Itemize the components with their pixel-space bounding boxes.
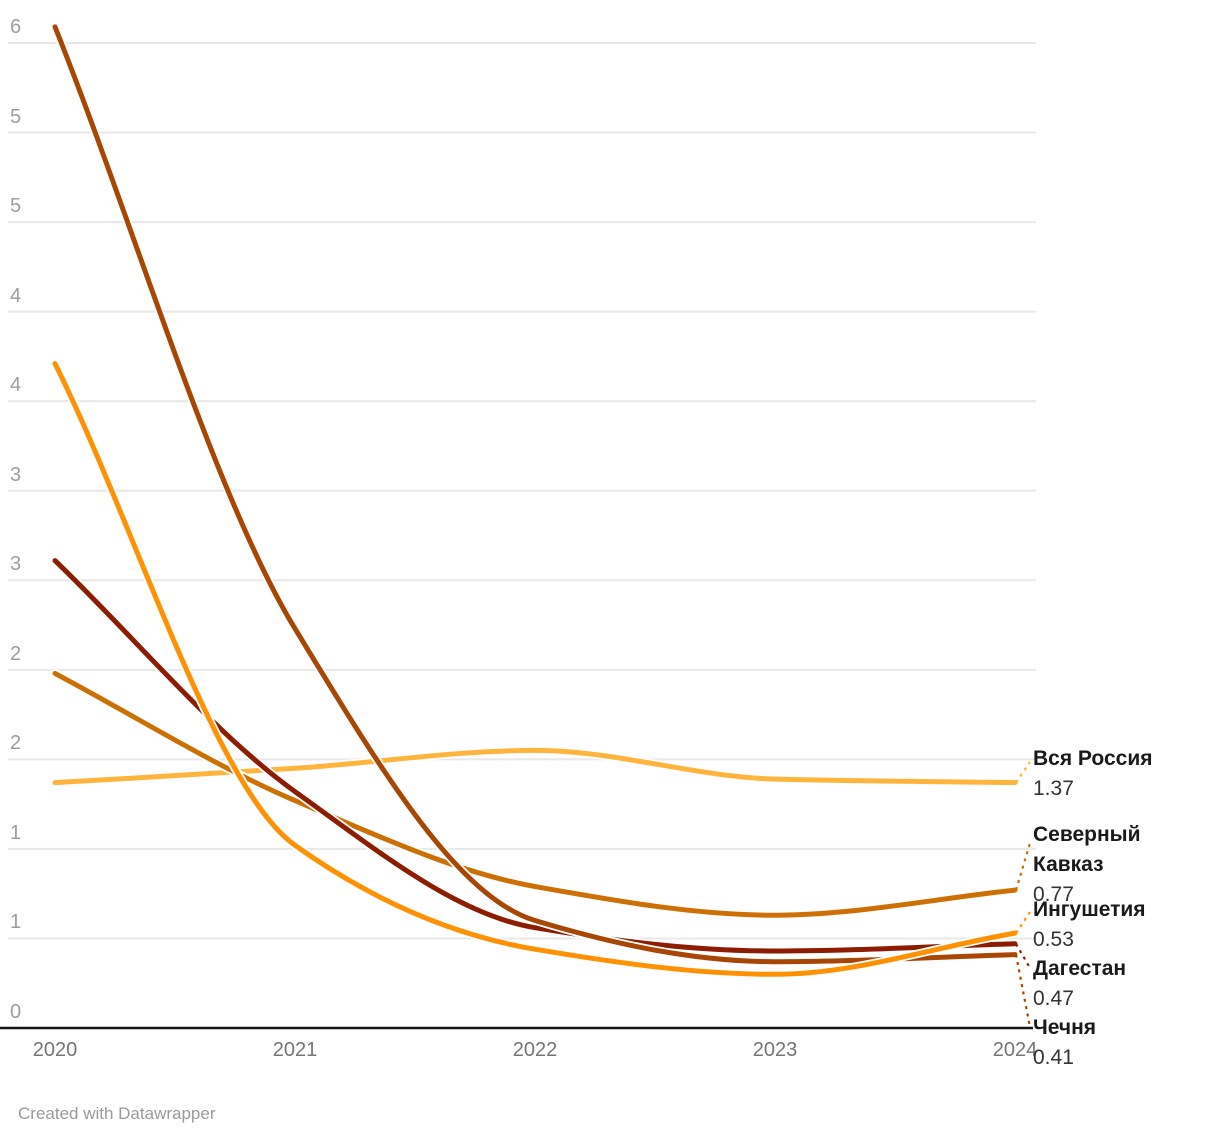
y-tick-label: 1	[10, 910, 26, 935]
label-connector-dagestan	[1015, 943, 1031, 969]
y-tick-label: 5	[10, 194, 26, 219]
series-name-dagestan: Дагестан	[1033, 957, 1127, 980]
y-tick-label: 1	[10, 820, 26, 845]
series-label-north-caucasus: Северный Кавказ 0.77	[1033, 820, 1141, 910]
y-tick-label: 0	[10, 1000, 26, 1024]
y-tick-label: 2	[10, 731, 26, 756]
series-name-all-russia: Вся Россия	[1033, 747, 1153, 770]
label-connector-all-russia	[1015, 761, 1031, 784]
series-line-ingushetia	[52, 361, 1018, 977]
series-line-north-caucasus	[52, 670, 1018, 918]
y-tick-label: 4	[10, 373, 26, 398]
x-tick-label: 2022	[512, 1039, 558, 1061]
series-value-dagestan: 0.47	[1033, 987, 1074, 1010]
series-name-chechnya: Чечня	[1033, 1016, 1097, 1039]
series-value-chechnya: 0.41	[1033, 1046, 1074, 1069]
label-connector-north-caucasus	[1014, 842, 1032, 891]
series-value-all-russia: 1.37	[1033, 777, 1074, 800]
label-connector-chechnya	[1014, 954, 1032, 1028]
series-name-ingushetia: Ингушетия	[1033, 898, 1146, 921]
x-tick-label: 2021	[272, 1039, 318, 1061]
series-label-chechnya: Чечня 0.41	[1033, 1013, 1096, 1073]
series-line-halo-chechnya	[50, 22, 1020, 966]
y-tick-label: 5	[10, 104, 26, 129]
y-tick-label: 6	[10, 15, 26, 39]
series-line-chechnya	[52, 24, 1018, 965]
series-value-north-caucasus: 0.77	[1033, 883, 1074, 906]
label-connector-ingushetia	[1015, 911, 1031, 934]
series-line-all-russia	[52, 747, 1018, 786]
datawrapper-credit: Created with Datawrapper	[18, 1104, 216, 1123]
series-label-dagestan: Дагестан 0.47	[1033, 954, 1126, 1014]
y-tick-label: 2	[10, 641, 26, 666]
line-chart-plot	[0, 22, 1036, 1030]
series-value-ingushetia: 0.53	[1033, 928, 1074, 951]
series-label-all-russia: Вся Россия 1.37	[1033, 744, 1153, 804]
series-name-north-caucasus-line2: Кавказ	[1033, 853, 1104, 876]
y-tick-label: 4	[10, 283, 26, 308]
x-tick-label: 2024	[992, 1039, 1038, 1061]
series-name-north-caucasus-line1: Северный	[1033, 823, 1141, 846]
x-tick-label: 2020	[32, 1039, 78, 1061]
y-tick-label: 3	[10, 552, 26, 577]
series-label-ingushetia: Ингушетия 0.53	[1033, 895, 1146, 955]
x-tick-label: 2023	[752, 1039, 798, 1061]
y-tick-label: 3	[10, 462, 26, 487]
